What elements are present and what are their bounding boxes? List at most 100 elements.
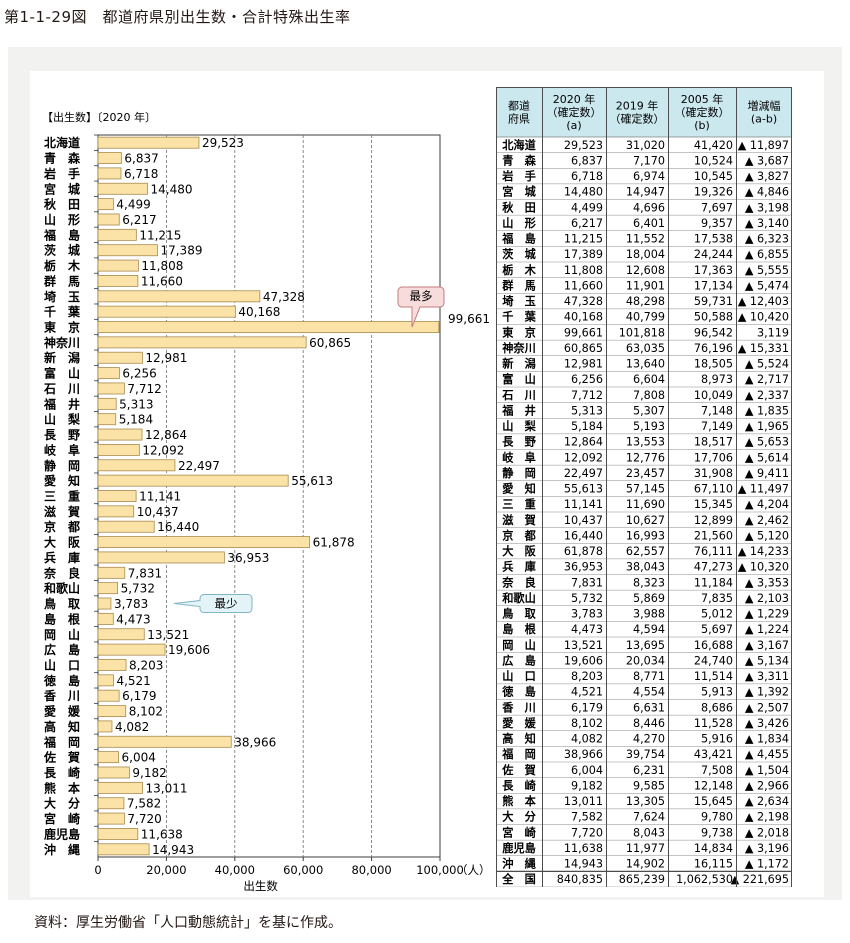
table-cell: 16,440 bbox=[564, 529, 603, 542]
data-label: 6,256 bbox=[122, 367, 156, 381]
table-cell: ▲ 3,167 bbox=[745, 639, 789, 652]
table-cell-prefecture: 福 島 bbox=[501, 232, 536, 246]
table-cell: 40,168 bbox=[564, 311, 603, 324]
table-cell-prefecture: 山 形 bbox=[502, 216, 536, 230]
table-cell: 5,193 bbox=[633, 420, 665, 433]
table-cell-prefecture: 山 梨 bbox=[502, 419, 536, 433]
figure-card: 【出生数】〔2020 年〕 0 20,000 40,000 60,000 80,000 10… bbox=[30, 71, 824, 897]
table-cell: 8,686 bbox=[701, 701, 733, 714]
table-cell: 76,111 bbox=[694, 545, 733, 558]
bar bbox=[97, 459, 176, 472]
table-cell: ▲ 2,018 bbox=[745, 826, 789, 839]
table-cell: 7,508 bbox=[701, 764, 733, 777]
bar bbox=[97, 275, 139, 287]
table-cell: 13,640 bbox=[626, 358, 665, 371]
bar bbox=[97, 551, 225, 564]
table-cell: 11,528 bbox=[694, 717, 733, 730]
table-row-bg bbox=[496, 590, 792, 606]
data-label: 16,440 bbox=[157, 520, 199, 534]
table-cell-prefecture: 京 都 bbox=[502, 528, 536, 542]
bar bbox=[97, 336, 307, 349]
table-cell: ▲ 3,311 bbox=[745, 670, 789, 683]
table-row: 鹿児島 11,638 11,977 14,834 ▲ 3,196 bbox=[496, 840, 792, 856]
bar bbox=[97, 152, 122, 164]
table-row: 神奈川 60,865 63,035 76,196 ▲ 15,331 bbox=[496, 340, 792, 356]
callout-min-text: 最少 bbox=[215, 597, 238, 611]
table-cell: 4,554 bbox=[633, 686, 665, 699]
table-header-cell: 2020 年 bbox=[553, 92, 596, 106]
table-cell-prefecture: 徳 島 bbox=[501, 685, 536, 699]
table-cell-prefecture: 新 潟 bbox=[502, 357, 536, 371]
table-cell: 5,913 bbox=[701, 686, 733, 699]
table-cell: 11,184 bbox=[694, 576, 733, 589]
bar bbox=[97, 705, 127, 717]
data-label: 14,480 bbox=[151, 182, 193, 196]
table-row: 愛 知 55,613 57,145 67,110 ▲ 11,497 bbox=[496, 480, 792, 497]
table-cell: ▲ 3,426 bbox=[745, 717, 789, 730]
table-cell: ▲ 3,687 bbox=[745, 154, 789, 167]
table-row: 埼 玉 47,328 48,298 59,731 ▲ 12,403 bbox=[496, 293, 792, 309]
data-label: 7,582 bbox=[127, 797, 161, 811]
table-cell: ▲ 1,504 bbox=[745, 764, 789, 777]
table-row: 大 阪 61,878 62,557 76,111 ▲ 14,233 bbox=[496, 543, 792, 559]
bar bbox=[97, 674, 114, 687]
table-cell: 39,754 bbox=[626, 748, 665, 761]
table-cell: 8,043 bbox=[633, 826, 665, 839]
table-cell: ▲ 4,204 bbox=[745, 498, 789, 511]
bar bbox=[97, 259, 139, 272]
x-tick-label: 80,000 bbox=[351, 863, 391, 877]
table-cell: 48,298 bbox=[626, 295, 665, 308]
bar bbox=[97, 228, 137, 241]
table-cell: 38,966 bbox=[564, 748, 603, 761]
table-cell: 4,696 bbox=[633, 201, 665, 214]
table-cell: ▲ 10,420 bbox=[738, 311, 789, 324]
category-label: 静 岡 bbox=[44, 458, 80, 473]
table-cell-prefecture: 鹿児島 bbox=[502, 841, 536, 855]
data-label: 4,473 bbox=[116, 612, 150, 626]
table-header-cell: (b) bbox=[694, 119, 710, 132]
table-cell: 7,831 bbox=[571, 576, 603, 589]
table-cell-prefecture: 静 岡 bbox=[502, 466, 536, 480]
callout-min-bubble bbox=[173, 594, 253, 614]
table-cell: 9,738 bbox=[701, 826, 733, 839]
category-label: 京 都 bbox=[44, 519, 80, 534]
table-cell: 60,865 bbox=[564, 342, 603, 355]
bar bbox=[97, 490, 137, 502]
table-cell: ▲ 5,614 bbox=[745, 451, 789, 464]
table-row: 静 岡 22,497 23,457 31,908 ▲ 9,411 bbox=[496, 465, 792, 481]
table-row: 島 根 4,473 4,594 5,697 ▲ 1,224 bbox=[496, 621, 792, 637]
table-cell: 40,799 bbox=[626, 311, 665, 324]
table-row-bg bbox=[496, 683, 792, 700]
table-cell: 4,082 bbox=[571, 733, 603, 746]
category-label: 群 馬 bbox=[43, 273, 80, 288]
category-label: 秋 田 bbox=[44, 197, 80, 212]
table-cell: 6,231 bbox=[633, 764, 665, 777]
table-cell: ▲ 2,103 bbox=[745, 592, 789, 605]
table-row-bg bbox=[496, 793, 792, 809]
x-tick-label: 0 bbox=[94, 863, 101, 877]
x-tick-label: 60,000 bbox=[283, 863, 323, 877]
table-cell: 76,196 bbox=[694, 342, 733, 355]
callout-max: 最多 bbox=[397, 286, 445, 328]
bar bbox=[97, 244, 158, 257]
table-cell: 16,688 bbox=[694, 639, 733, 652]
data-label: 11,808 bbox=[141, 259, 183, 273]
table-row: 滋 賀 10,437 10,627 12,899 ▲ 2,462 bbox=[496, 512, 792, 528]
callout-max-bubble bbox=[397, 286, 445, 328]
data-label: 7,712 bbox=[127, 382, 161, 396]
category-label: 北海道 bbox=[44, 135, 80, 150]
table-cell: 18,505 bbox=[694, 358, 733, 371]
x-tick-label: 40,000 bbox=[215, 863, 255, 877]
table-cell: 6,179 bbox=[571, 701, 603, 714]
table-row: 茨 城 17,389 18,004 24,244 ▲ 6,855 bbox=[496, 246, 792, 262]
table-cell: 63,035 bbox=[626, 342, 665, 355]
table-header-cell: 都道 bbox=[508, 99, 530, 113]
table-cell: 8,323 bbox=[633, 576, 665, 589]
bar bbox=[97, 290, 261, 303]
data-label: 6,718 bbox=[124, 167, 158, 181]
category-label: 徳 島 bbox=[43, 673, 80, 688]
bar bbox=[97, 628, 145, 641]
table-cell: 11,514 bbox=[694, 670, 733, 683]
category-label: 兵 庫 bbox=[44, 550, 80, 565]
